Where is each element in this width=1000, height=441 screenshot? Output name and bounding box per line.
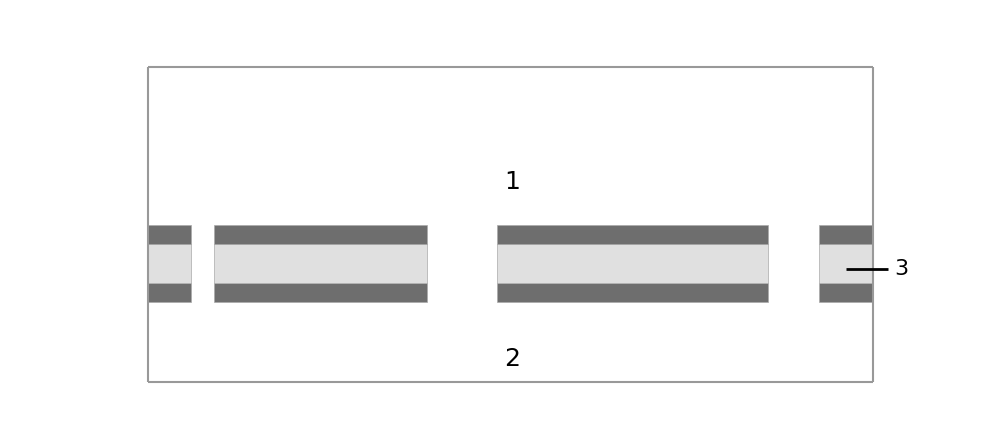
Bar xyxy=(497,225,768,244)
Bar xyxy=(497,244,768,283)
Text: 2: 2 xyxy=(505,347,520,370)
Bar xyxy=(214,283,427,302)
Bar xyxy=(148,244,191,283)
Text: 1: 1 xyxy=(505,170,520,194)
Bar xyxy=(819,283,873,302)
Text: 3: 3 xyxy=(894,259,908,279)
Bar xyxy=(497,283,768,302)
Bar xyxy=(148,225,191,244)
Bar xyxy=(214,244,427,283)
Bar xyxy=(148,283,191,302)
Bar xyxy=(819,225,873,244)
Bar xyxy=(214,225,427,244)
Bar xyxy=(819,244,873,283)
